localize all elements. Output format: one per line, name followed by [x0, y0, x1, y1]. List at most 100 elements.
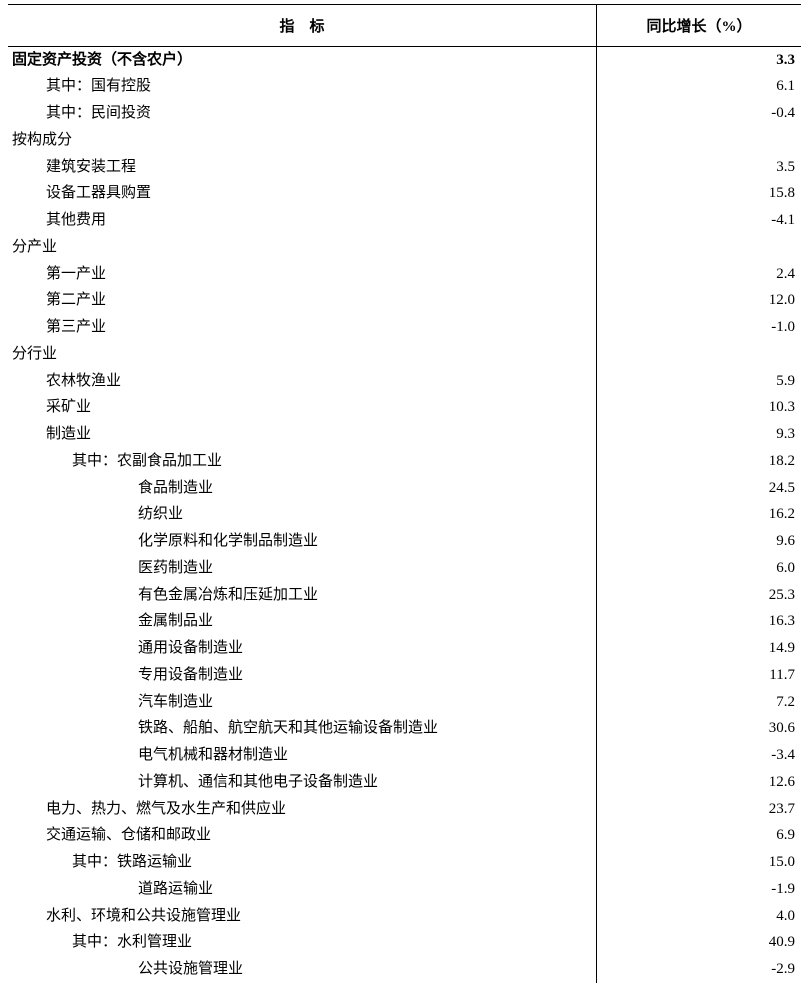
table-row: 第二产业12.0: [8, 288, 801, 315]
table-row: 其他费用-4.1: [8, 208, 801, 235]
table-row: 设备工器具购置15.8: [8, 181, 801, 208]
row-label: 其他费用: [8, 208, 597, 235]
row-value: 2.4: [597, 261, 802, 288]
table-row: 固定资产投资（不含农户）3.3: [8, 47, 801, 74]
investment-table-container: 指 标 同比增长（%） 固定资产投资（不含农户）3.3其中：国有控股6.1其中：…: [0, 0, 809, 989]
row-label: 农林牧渔业: [8, 368, 597, 395]
table-row: 交通运输、仓储和邮政业6.9: [8, 823, 801, 850]
header-row: 指 标 同比增长（%）: [8, 5, 801, 47]
row-value: 30.6: [597, 716, 802, 743]
row-value: [597, 234, 802, 261]
row-value: 16.3: [597, 609, 802, 636]
row-value: 3.5: [597, 154, 802, 181]
row-label: 其中：水利管理业: [8, 930, 597, 957]
table-row: 医药制造业6.0: [8, 555, 801, 582]
table-row: 通用设备制造业14.9: [8, 636, 801, 663]
row-value: 9.3: [597, 422, 802, 449]
row-value: [597, 341, 802, 368]
row-label: 设备工器具购置: [8, 181, 597, 208]
table-row: 电力、热力、燃气及水生产和供应业23.7: [8, 796, 801, 823]
row-label: 第三产业: [8, 315, 597, 342]
table-row: 其中：民间投资-0.4: [8, 101, 801, 128]
row-value: 10.3: [597, 395, 802, 422]
row-value: 18.2: [597, 448, 802, 475]
row-label: 金属制品业: [8, 609, 597, 636]
row-value: 5.9: [597, 368, 802, 395]
row-value: 6.9: [597, 823, 802, 850]
row-value: -1.0: [597, 315, 802, 342]
row-label: 其中：国有控股: [8, 74, 597, 101]
row-label: 制造业: [8, 422, 597, 449]
row-label: 电气机械和器材制造业: [8, 743, 597, 770]
header-indicator: 指 标: [8, 5, 597, 47]
row-value: 14.9: [597, 636, 802, 663]
row-label: 有色金属冶炼和压延加工业: [8, 582, 597, 609]
row-value: 15.8: [597, 181, 802, 208]
row-value: 9.6: [597, 529, 802, 556]
table-row: 其中：国有控股6.1: [8, 74, 801, 101]
row-value: -4.1: [597, 208, 802, 235]
row-value: -0.4: [597, 101, 802, 128]
row-value: 7.2: [597, 689, 802, 716]
investment-table: 指 标 同比增长（%） 固定资产投资（不含农户）3.3其中：国有控股6.1其中：…: [8, 4, 801, 983]
row-label: 第二产业: [8, 288, 597, 315]
table-row: 食品制造业24.5: [8, 475, 801, 502]
row-label: 建筑安装工程: [8, 154, 597, 181]
table-row: 道路运输业-1.9: [8, 876, 801, 903]
row-label: 其中：民间投资: [8, 101, 597, 128]
table-row: 第三产业-1.0: [8, 315, 801, 342]
row-label: 交通运输、仓储和邮政业: [8, 823, 597, 850]
row-label: 化学原料和化学制品制造业: [8, 529, 597, 556]
row-value: 23.7: [597, 796, 802, 823]
row-value: 6.1: [597, 74, 802, 101]
row-label: 专用设备制造业: [8, 662, 597, 689]
table-row: 制造业9.3: [8, 422, 801, 449]
table-row: 纺织业16.2: [8, 502, 801, 529]
table-body: 固定资产投资（不含农户）3.3其中：国有控股6.1其中：民间投资-0.4按构成分…: [8, 47, 801, 984]
row-label: 通用设备制造业: [8, 636, 597, 663]
row-label: 医药制造业: [8, 555, 597, 582]
table-row: 分产业: [8, 234, 801, 261]
table-row: 其中：农副食品加工业18.2: [8, 448, 801, 475]
row-value: 6.0: [597, 555, 802, 582]
row-label: 水利、环境和公共设施管理业: [8, 903, 597, 930]
table-row: 计算机、通信和其他电子设备制造业12.6: [8, 769, 801, 796]
row-value: 4.0: [597, 903, 802, 930]
row-label: 电力、热力、燃气及水生产和供应业: [8, 796, 597, 823]
row-label: 食品制造业: [8, 475, 597, 502]
table-row: 铁路、船舶、航空航天和其他运输设备制造业30.6: [8, 716, 801, 743]
row-label: 道路运输业: [8, 876, 597, 903]
row-value: 25.3: [597, 582, 802, 609]
row-value: 3.3: [597, 47, 802, 74]
header-growth: 同比增长（%）: [597, 5, 802, 47]
row-value: 16.2: [597, 502, 802, 529]
table-row: 建筑安装工程3.5: [8, 154, 801, 181]
table-row: 金属制品业16.3: [8, 609, 801, 636]
row-value: [597, 127, 802, 154]
row-label: 其中：铁路运输业: [8, 850, 597, 877]
table-row: 采矿业10.3: [8, 395, 801, 422]
row-value: 40.9: [597, 930, 802, 957]
table-row: 公共设施管理业-2.9: [8, 957, 801, 984]
row-label: 按构成分: [8, 127, 597, 154]
table-row: 化学原料和化学制品制造业9.6: [8, 529, 801, 556]
row-label: 固定资产投资（不含农户）: [8, 47, 597, 74]
table-row: 其中：铁路运输业15.0: [8, 850, 801, 877]
row-label: 其中：农副食品加工业: [8, 448, 597, 475]
row-label: 第一产业: [8, 261, 597, 288]
table-row: 第一产业2.4: [8, 261, 801, 288]
row-label: 采矿业: [8, 395, 597, 422]
row-label: 分产业: [8, 234, 597, 261]
table-row: 分行业: [8, 341, 801, 368]
table-row: 农林牧渔业5.9: [8, 368, 801, 395]
row-label: 铁路、船舶、航空航天和其他运输设备制造业: [8, 716, 597, 743]
row-value: -1.9: [597, 876, 802, 903]
table-header: 指 标 同比增长（%）: [8, 5, 801, 47]
row-value: 15.0: [597, 850, 802, 877]
row-value: 24.5: [597, 475, 802, 502]
table-row: 按构成分: [8, 127, 801, 154]
table-row: 其中：水利管理业40.9: [8, 930, 801, 957]
row-value: 11.7: [597, 662, 802, 689]
table-row: 水利、环境和公共设施管理业4.0: [8, 903, 801, 930]
table-row: 汽车制造业7.2: [8, 689, 801, 716]
